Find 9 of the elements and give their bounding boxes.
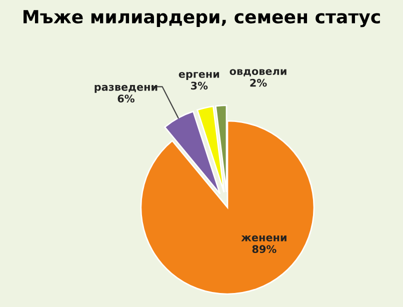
slice-label: разведени [94, 84, 158, 93]
slice-label: овдовели [230, 69, 286, 76]
slice-label: женени [241, 235, 286, 242]
data-label: 3% [191, 82, 208, 90]
data-label: 6% [118, 94, 134, 103]
slice-label: ергени [178, 72, 220, 80]
chart-title: Мъже милиардери, семеен статус [24, 10, 380, 28]
data-label: 2% [250, 78, 267, 87]
data-label: 89% [252, 245, 276, 254]
